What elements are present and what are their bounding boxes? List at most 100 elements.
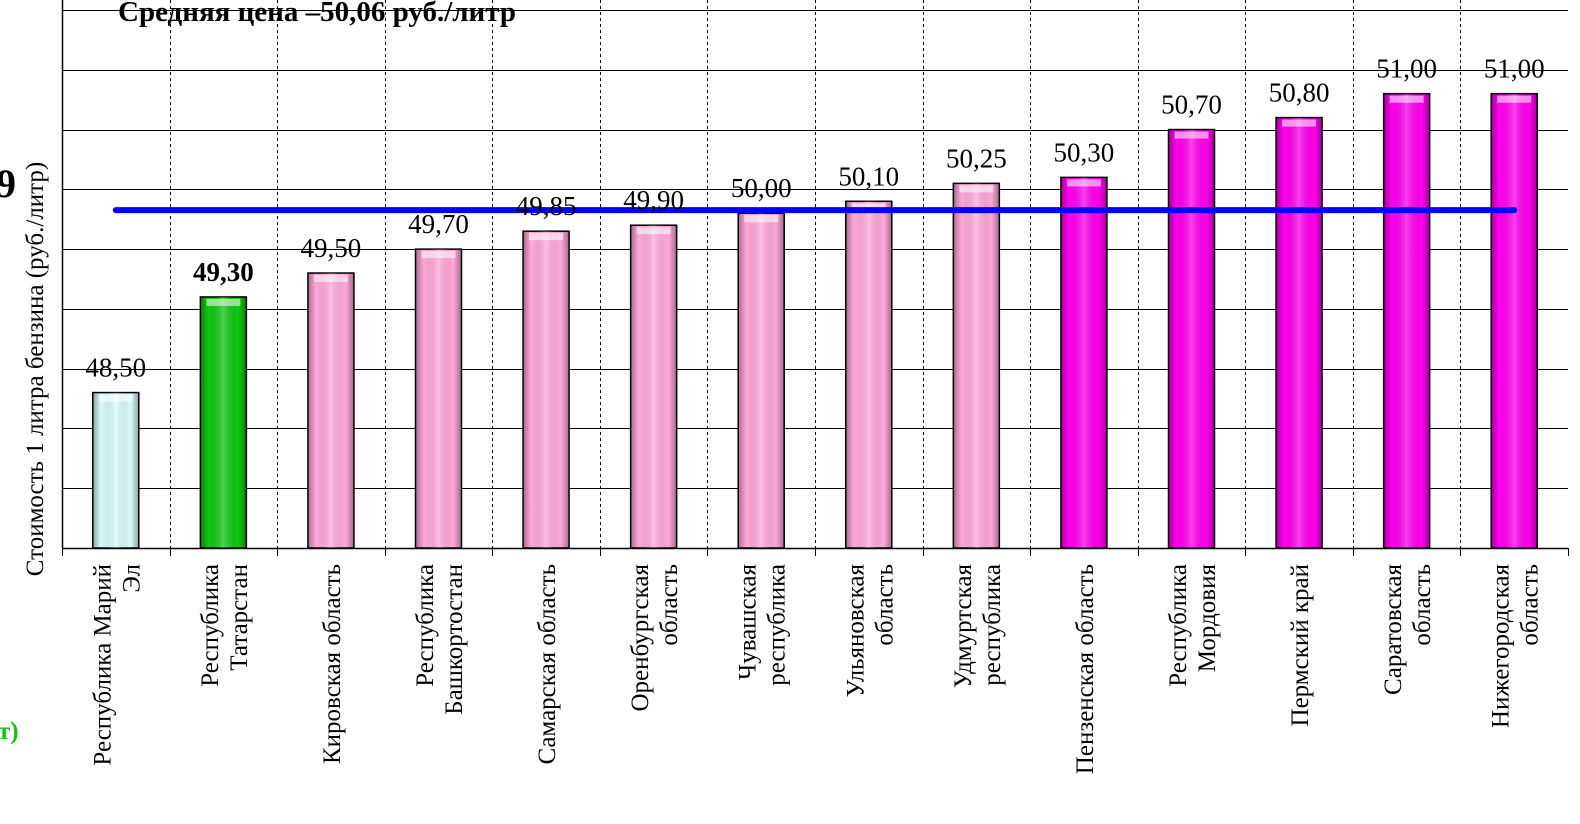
category-label-line: Ульяновская (842, 564, 869, 698)
category-label-line: Саратовская (1380, 564, 1407, 695)
cropped-green-text: т) (0, 718, 19, 745)
category-label-line: Башкортостан (441, 564, 468, 715)
category-label: Саратовская область (1380, 564, 1436, 695)
y-axis-label: Стоимость 1 литра бензина (руб./литр) (22, 161, 49, 577)
bar-shade (1383, 93, 1430, 548)
bar-shade (953, 183, 1000, 548)
bar-highlight (851, 203, 886, 211)
value-label: 49,50 (301, 233, 362, 263)
bar (307, 272, 355, 549)
bar-shade (1060, 177, 1107, 548)
category-label-line: Республика (412, 564, 439, 687)
category-label: Удмуртская республика (950, 564, 1006, 689)
bar-shade (1491, 93, 1538, 548)
category-label-line: область (1409, 564, 1436, 646)
bars (92, 92, 1538, 549)
bar (952, 182, 1001, 549)
bar-shade (200, 296, 247, 548)
category-label: Нижегородская область (1488, 563, 1544, 728)
bar (845, 200, 893, 549)
category-label-line: Пермский край (1287, 564, 1314, 726)
category-label-line: Мордовия (1194, 564, 1221, 673)
bar (199, 296, 248, 549)
category-label-line: Республика (197, 564, 224, 687)
bar-shade (415, 249, 462, 548)
category-label: Ульяновская область (842, 564, 898, 698)
bar-shade (1168, 129, 1215, 549)
category-label: Кировская область (319, 564, 346, 764)
value-label: 51,00 (1484, 54, 1545, 84)
bar (629, 224, 678, 549)
cropped-glyph: 9 (0, 161, 16, 206)
category-label: Самарская область (534, 564, 561, 764)
bar-highlight (529, 233, 564, 241)
category-label: Пензенская область (1072, 564, 1099, 774)
bar (1167, 128, 1216, 549)
value-label: 51,00 (1376, 54, 1437, 84)
value-label: 50,30 (1054, 137, 1115, 167)
category-label-line: область (1517, 564, 1544, 646)
bar (1060, 176, 1108, 549)
bar-shade (845, 201, 892, 549)
bar-shade (630, 225, 677, 548)
category-label: Республика Татарстан (197, 564, 253, 687)
bar-highlight (1282, 119, 1317, 127)
value-label: 49,90 (623, 185, 684, 215)
value-labels: 48,50 49,30 49,50 49,70 49,85 49,90 50,00 50,10… (85, 54, 1544, 383)
value-label: 48,50 (85, 353, 146, 383)
category-label-line: Удмуртская (950, 564, 977, 689)
bar-shade (92, 392, 139, 548)
bar-highlight (1066, 179, 1101, 187)
bar (1490, 92, 1538, 549)
bar-highlight (1389, 95, 1424, 103)
category-label-line: Кировская область (319, 564, 346, 764)
bar-shade (1276, 117, 1323, 548)
value-label: 50,70 (1161, 90, 1222, 120)
bar-shade (523, 231, 570, 548)
bar-highlight (98, 394, 133, 402)
category-label-line: Республика (1165, 564, 1192, 687)
category-label-line: Чувашская (735, 564, 762, 681)
value-label: 49,30 (193, 257, 254, 287)
bar-highlight (636, 227, 671, 235)
category-label: Республика Мордовия (1165, 564, 1221, 687)
bar-highlight (1497, 95, 1532, 103)
bar-highlight (421, 251, 456, 259)
value-label: 49,85 (516, 191, 577, 221)
bar-highlight (959, 185, 994, 193)
value-label: 50,80 (1269, 78, 1330, 108)
category-label-line: Татарстан (226, 564, 253, 671)
bar (1382, 92, 1431, 549)
category-labels: Республика Марий Эл Республика Татарстан Кир… (89, 563, 1543, 774)
bar (1275, 116, 1323, 549)
bar-shade (738, 213, 785, 548)
category-label-line: Оренбургская (627, 564, 654, 712)
grid-lines (61, 0, 1569, 556)
bar-shade (307, 273, 354, 548)
value-label: 50,25 (946, 143, 1007, 173)
bar-highlight (206, 298, 241, 306)
category-label-line: Республика Марий (89, 564, 116, 766)
value-label: 50,10 (838, 161, 899, 191)
category-label-line: область (871, 564, 898, 646)
bar (414, 248, 463, 549)
bar-highlight (313, 275, 348, 283)
bar-highlight (744, 215, 779, 223)
category-label: Республика Башкортостан (412, 564, 468, 715)
bar (737, 212, 785, 549)
category-label-line: Пензенская область (1072, 564, 1099, 774)
chart-title: Средняя цена –50,06 руб./литр (118, 0, 516, 28)
bar-highlight (1174, 131, 1209, 139)
category-label: Оренбургская область (627, 564, 683, 712)
bar (522, 230, 570, 549)
category-label-line: Нижегородская (1488, 563, 1515, 728)
category-label-line: область (656, 564, 683, 646)
category-label: Чувашская республика (735, 564, 791, 686)
category-label-line: республика (764, 564, 791, 686)
bar (92, 391, 140, 549)
category-label-line: республика (979, 564, 1006, 686)
category-label: Пермский край (1287, 564, 1314, 726)
value-label: 50,00 (731, 173, 792, 203)
category-label-line: Самарская область (534, 564, 561, 764)
